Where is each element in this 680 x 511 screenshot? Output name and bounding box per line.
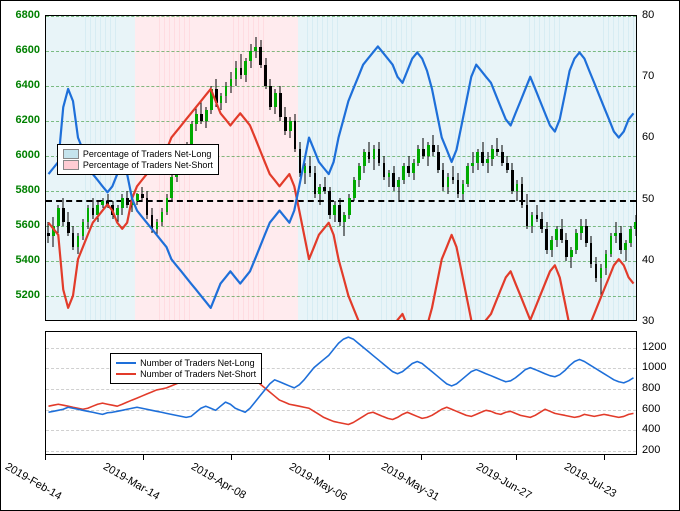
y-left-tick-label: 6800	[16, 9, 40, 21]
x-tick-label: 2019-Apr-08	[189, 461, 248, 502]
pct-short-line	[48, 89, 633, 321]
y-left-tick-label: 6200	[16, 114, 40, 126]
legend-item: Number of Traders Net-Short	[116, 369, 256, 379]
legend-swatch	[63, 160, 79, 170]
y-left-tick-label: 5800	[16, 184, 40, 196]
y-left-tick-label: 5600	[16, 219, 40, 231]
y-left-tick-label: 5400	[16, 254, 40, 266]
sub-plot-area	[45, 331, 637, 455]
sub-y-right-tick-label: 600	[642, 403, 660, 415]
y-left-tick-label: 6400	[16, 79, 40, 91]
legend-item: Percentage of Traders Net-Short	[63, 160, 213, 170]
legend-label: Percentage of Traders Net-Short	[83, 160, 213, 170]
x-tick	[231, 455, 232, 460]
x-tick-label: 2019-Jun-27	[474, 461, 534, 502]
y-right-tick-label: 30	[642, 315, 654, 327]
x-tick-label: 2019-Feb-14	[3, 461, 64, 503]
sub-legend: Number of Traders Net-LongNumber of Trad…	[110, 353, 262, 384]
x-tick-label: 2019-Jul-23	[562, 461, 618, 500]
y-right-tick-label: 80	[642, 9, 654, 21]
legend-label: Percentage of Traders Net-Long	[83, 149, 212, 159]
x-tick	[329, 455, 330, 460]
sub-y-right-tick-label: 800	[642, 382, 660, 394]
main-legend: Percentage of Traders Net-LongPercentage…	[57, 144, 219, 175]
legend-label: Number of Traders Net-Long	[140, 358, 255, 368]
sub-y-right-tick-label: 400	[642, 423, 660, 435]
legend-line-sample	[116, 362, 136, 364]
main-panel: Percentage of Traders Net-LongPercentage…	[45, 15, 637, 321]
legend-item: Percentage of Traders Net-Long	[63, 149, 213, 159]
x-tick	[143, 455, 144, 460]
y-right-tick-label: 50	[642, 193, 654, 205]
y-right-tick-label: 40	[642, 254, 654, 266]
legend-line-sample	[116, 373, 136, 375]
legend-swatch	[63, 149, 79, 159]
x-tick	[516, 455, 517, 460]
sub-y-right-tick-label: 1000	[642, 361, 666, 373]
y-right-tick-label: 70	[642, 70, 654, 82]
legend-item: Number of Traders Net-Long	[116, 358, 256, 368]
x-tick	[45, 455, 46, 460]
y-left-tick-label: 5200	[16, 289, 40, 301]
legend-label: Number of Traders Net-Short	[140, 369, 256, 379]
x-tick-label: 2019-May-06	[287, 461, 349, 504]
y-left-tick-label: 6000	[16, 149, 40, 161]
chart-container: Percentage of Traders Net-LongPercentage…	[0, 0, 680, 511]
sub-panel: Number of Traders Net-LongNumber of Trad…	[45, 331, 637, 455]
y-left-tick-label: 6600	[16, 44, 40, 56]
x-tick-label: 2019-Mar-14	[101, 461, 162, 503]
sub-y-right-tick-label: 1200	[642, 341, 666, 353]
x-tick-label: 2019-May-31	[379, 461, 441, 504]
sub-y-right-tick-label: 200	[642, 444, 660, 456]
x-tick	[604, 455, 605, 460]
x-tick	[421, 455, 422, 460]
y-right-tick-label: 60	[642, 131, 654, 143]
